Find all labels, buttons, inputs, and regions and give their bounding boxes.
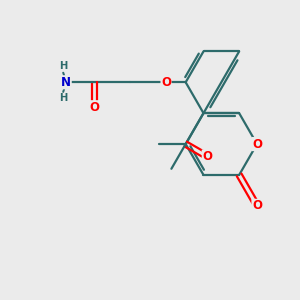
Text: N: N [61,76,71,89]
Text: O: O [90,101,100,114]
Text: H: H [59,61,67,71]
Text: O: O [202,150,212,163]
Text: O: O [161,76,171,89]
Text: O: O [252,199,262,212]
Text: O: O [252,138,262,151]
Text: H: H [59,93,67,103]
